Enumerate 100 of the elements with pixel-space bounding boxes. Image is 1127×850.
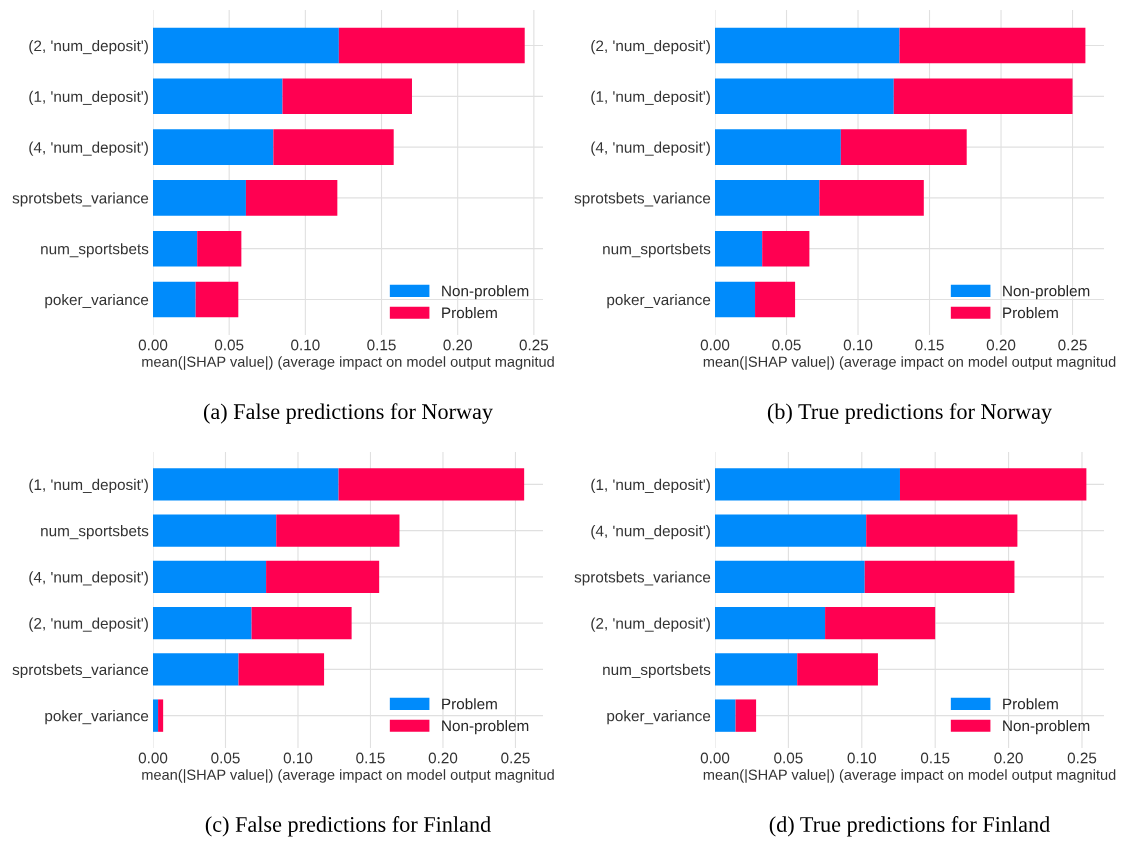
x-tick-label: 0.25 [1067, 752, 1097, 764]
bar [715, 180, 820, 216]
bar [840, 129, 967, 165]
x-tick-label: 0.00 [700, 752, 730, 764]
y-tick-label: poker_variance [607, 293, 711, 309]
bar [276, 514, 400, 547]
bar [195, 281, 239, 318]
legend-label: Non-problem [1003, 285, 1090, 300]
x-tick-label: 0.05 [211, 752, 240, 764]
y-tick-label: num_sportsbets [603, 663, 711, 679]
bar [153, 78, 283, 115]
bar [715, 653, 798, 686]
y-tick-label: (1, 'num_deposit') [591, 478, 710, 494]
bar [197, 230, 242, 267]
legend-label: Non-problem [442, 285, 529, 300]
x-tick-label: 0.10 [843, 339, 873, 351]
y-tick-label: (2, 'num_deposit') [591, 40, 710, 55]
y-tick-label: sprotsbets_variance [12, 663, 149, 679]
y-tick-label: poker_variance [607, 710, 711, 725]
y-tick-label: poker_variance [45, 710, 149, 725]
x-tick-label: 0.00 [138, 339, 168, 351]
legend-label: Problem [442, 307, 497, 319]
bar [899, 468, 1087, 501]
x-tick-label: 0.25 [501, 752, 530, 764]
legend-label: Non-problem [1003, 720, 1090, 735]
bar [864, 560, 1015, 594]
bar [715, 468, 900, 501]
bar [238, 653, 325, 686]
text: (d) True predictions for Finland [769, 816, 1050, 837]
y-tick-label: (2, 'num_deposit') [591, 617, 710, 632]
bar [715, 606, 826, 640]
x-tick-label: 0.15 [915, 339, 944, 351]
y-tick-label: (2, 'num_deposit') [29, 617, 148, 632]
x-tick-label: 0.25 [1058, 339, 1087, 351]
bar [282, 78, 412, 115]
x-tick-label: 0.10 [847, 752, 877, 764]
y-tick-label: (4, 'num_deposit') [29, 571, 148, 586]
y-tick-label: sprotsbets_variance [12, 192, 149, 207]
bar [819, 180, 924, 216]
bar [153, 180, 246, 216]
x-axis-title: mean(|SHAP value|) (average impact on model output magnitud [142, 356, 554, 370]
x-tick-label: 0.20 [994, 752, 1023, 764]
y-tick-label: (4, 'num_deposit') [591, 141, 710, 156]
bar [755, 281, 796, 318]
legend-label: Problem [1003, 307, 1058, 319]
bar [266, 560, 380, 594]
x-tick-label: 0.15 [367, 339, 396, 351]
y-tick-label: (4, 'num_deposit') [591, 525, 710, 540]
x-tick-label: 0.20 [428, 752, 458, 764]
bar [153, 468, 339, 501]
bar [715, 699, 736, 732]
x-tick-label: 0.05 [774, 752, 803, 764]
bar [762, 230, 810, 267]
y-tick-label: (4, 'num_deposit') [29, 141, 148, 156]
text: (b) True predictions for Norway [767, 403, 1052, 424]
x-tick-label: 0.10 [291, 339, 320, 351]
y-tick-label: num_sportsbets [41, 525, 149, 540]
x-tick-label: 0.20 [986, 339, 1016, 351]
legend-label: Problem [442, 698, 497, 710]
bar [158, 699, 164, 732]
x-tick-label: 0.05 [214, 339, 244, 351]
y-tick-label: poker_variance [45, 293, 149, 309]
x-axis-title: mean(|SHAP value|) (average impact on model output magnitud [703, 769, 1116, 783]
bar [715, 230, 763, 267]
bar [735, 699, 757, 732]
bar [153, 129, 274, 165]
bar [715, 27, 900, 64]
bar [153, 514, 277, 547]
bar [338, 27, 525, 64]
x-tick-label: 0.00 [138, 752, 168, 764]
bar [715, 78, 894, 115]
text: (a) False predictions for Norway [203, 403, 493, 424]
x-tick-label: 0.10 [283, 752, 313, 764]
bar [153, 699, 159, 732]
y-tick-label: (1, 'num_deposit') [591, 90, 710, 106]
bar [153, 230, 198, 267]
x-tick-label: 0.15 [356, 752, 385, 764]
x-axis-title: mean(|SHAP value|) (average impact on model output magnitud [703, 356, 1116, 370]
x-tick-label: 0.05 [772, 339, 801, 351]
y-tick-label: sprotsbets_variance [574, 192, 711, 207]
bar [715, 560, 865, 594]
y-tick-label: num_sportsbets [41, 243, 149, 258]
legend-label: Non-problem [442, 720, 529, 735]
bar [153, 653, 239, 686]
bar [153, 281, 196, 318]
bar [153, 560, 267, 594]
x-tick-label: 0.20 [443, 339, 472, 351]
bar [153, 606, 252, 640]
bar [715, 514, 867, 547]
bar [797, 653, 878, 686]
bar [251, 606, 352, 640]
text: (c) False predictions for Finland [205, 816, 491, 837]
bar [273, 129, 394, 165]
bar [715, 129, 841, 165]
bar [825, 606, 936, 640]
bar [899, 27, 1086, 64]
x-tick-label: 0.15 [920, 752, 950, 764]
bar [338, 468, 525, 501]
x-axis-title: mean(|SHAP value|) (average impact on model output magnitud [142, 769, 554, 783]
bar [245, 180, 338, 216]
